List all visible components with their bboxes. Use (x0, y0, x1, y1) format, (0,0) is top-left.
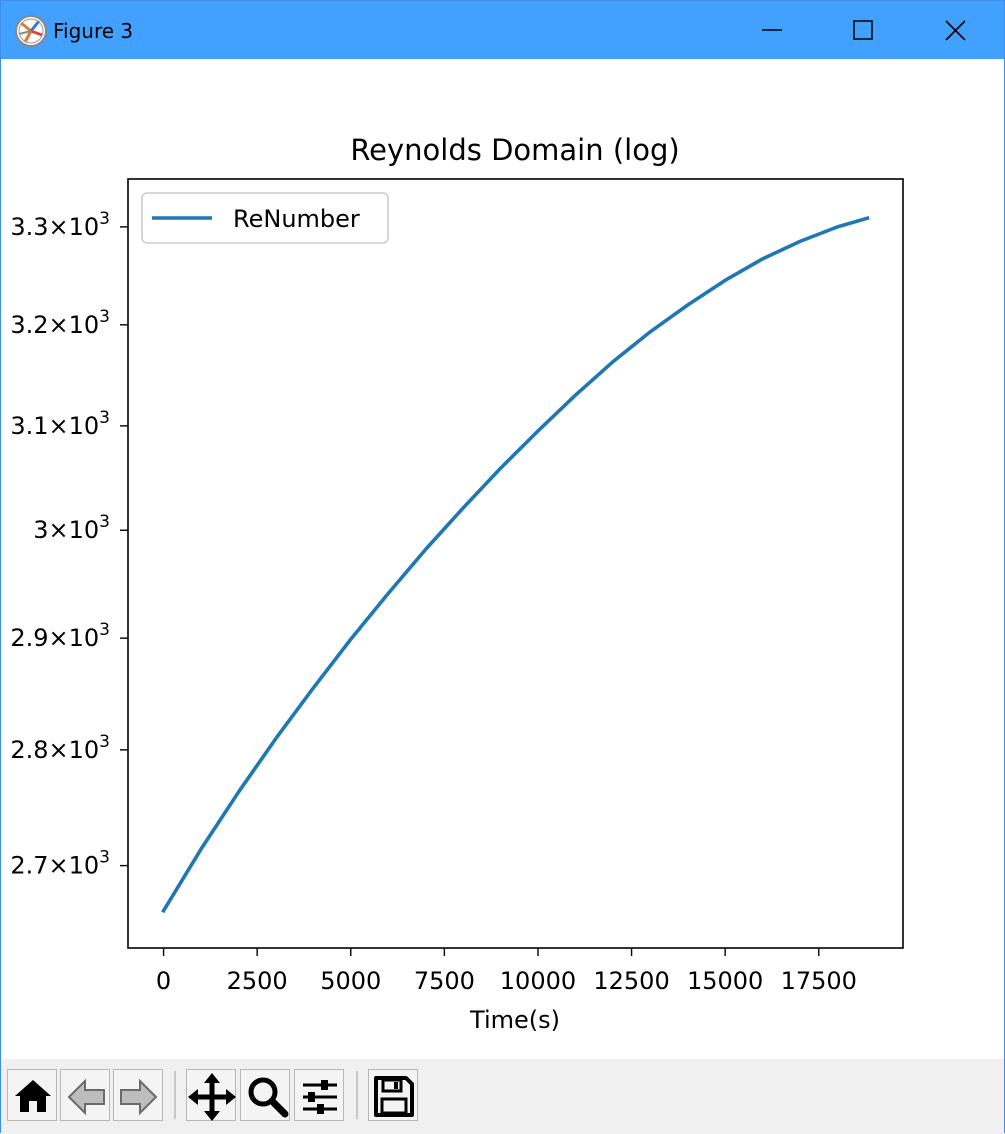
y-tick-mantissa: 3 (33, 516, 48, 544)
x-tick-label: 17500 (781, 967, 857, 995)
x-axis-label: Time(s) (469, 1006, 560, 1034)
y-tick-base: ×10 (49, 412, 100, 440)
y-tick-base: ×10 (49, 852, 100, 880)
y-tick-label: 3.2×103 (10, 307, 110, 339)
minimize-button[interactable] (726, 1, 818, 59)
toolbar-separator (174, 1071, 176, 1119)
y-tick-base: ×10 (49, 516, 100, 544)
forward-arrow-icon (120, 1078, 158, 1116)
maximize-icon (853, 20, 873, 40)
y-tick-exponent: 3 (99, 848, 110, 868)
y-tick-mantissa: 3.1 (10, 412, 48, 440)
home-icon (15, 1080, 51, 1112)
y-tick-exponent: 3 (99, 408, 110, 428)
zoom-button[interactable] (240, 1069, 290, 1121)
y-tick-label: 3.3×103 (10, 209, 110, 241)
y-tick-label: 2.8×103 (10, 732, 110, 764)
home-button[interactable] (7, 1069, 57, 1121)
x-tick-label: 15000 (687, 967, 763, 995)
y-tick-mantissa: 2.8 (10, 736, 48, 764)
chart-title: Reynolds Domain (log) (350, 133, 679, 167)
y-tick-exponent: 3 (99, 620, 110, 640)
y-tick-exponent: 3 (99, 209, 110, 229)
y-tick-exponent: 3 (99, 307, 110, 327)
x-tick-label: 5000 (320, 967, 381, 995)
matplotlib-logo-icon (15, 15, 47, 47)
y-tick-exponent: 3 (99, 512, 110, 532)
series-line-0 (161, 215, 870, 914)
navigation-toolbar (1, 1059, 1004, 1134)
save-button[interactable] (368, 1069, 418, 1121)
legend-frame (141, 192, 389, 244)
forward-button[interactable] (113, 1069, 163, 1121)
y-tick-exponent: 3 (99, 732, 110, 752)
y-tick-mantissa: 2.9 (10, 624, 48, 652)
sliders-icon (303, 1080, 337, 1114)
x-tick-label: 12500 (593, 967, 669, 995)
pan-button[interactable] (186, 1069, 236, 1121)
window-title: Figure 3 (53, 19, 134, 43)
x-tick-label: 10000 (500, 967, 576, 995)
x-tick-label: 0 (156, 967, 171, 995)
y-tick-base: ×10 (49, 736, 100, 764)
series-layer (161, 215, 870, 914)
figure-canvas[interactable]: Reynolds Domain (log) Time(s) 0 2500 5000 7… (1, 59, 1004, 1059)
minimize-icon (762, 29, 782, 31)
y-tick-label: 3×103 (33, 512, 110, 544)
maximize-button[interactable] (818, 1, 910, 59)
close-button[interactable] (910, 1, 1002, 59)
legend-label: ReNumber (233, 205, 360, 233)
move-icon (188, 1073, 236, 1121)
x-tick-label: 7500 (414, 967, 475, 995)
y-tick-label: 2.9×103 (10, 620, 110, 652)
y-tick-label: 2.7×103 (10, 848, 110, 880)
close-icon (945, 20, 966, 41)
x-tick-label: 2500 (227, 967, 288, 995)
back-button[interactable] (60, 1069, 110, 1121)
plot-area (127, 178, 904, 949)
y-tick-mantissa: 2.7 (10, 852, 48, 880)
configure-subplots-button[interactable] (294, 1069, 344, 1121)
y-tick-base: ×10 (49, 213, 100, 241)
x-axis: 0 2500 5000 7500 10000 12500 15000 17500 (156, 948, 857, 995)
back-arrow-icon (67, 1078, 105, 1116)
y-axis: 2.7×1032.8×1032.9×1033×1033.1×1033.2×103… (10, 209, 128, 880)
legend: ReNumber (141, 192, 389, 244)
floppy-disk-icon (374, 1076, 414, 1117)
y-tick-label: 3.1×103 (10, 408, 110, 440)
y-tick-base: ×10 (49, 624, 100, 652)
y-tick-base: ×10 (49, 311, 100, 339)
magnifier-icon (248, 1077, 289, 1118)
chart: Reynolds Domain (log) Time(s) 0 2500 5000 7… (10, 133, 904, 1034)
toolbar-separator (356, 1071, 358, 1119)
title-bar[interactable]: Figure 3 (1, 1, 1004, 59)
y-tick-mantissa: 3.3 (10, 213, 48, 241)
y-tick-mantissa: 3.2 (10, 311, 48, 339)
